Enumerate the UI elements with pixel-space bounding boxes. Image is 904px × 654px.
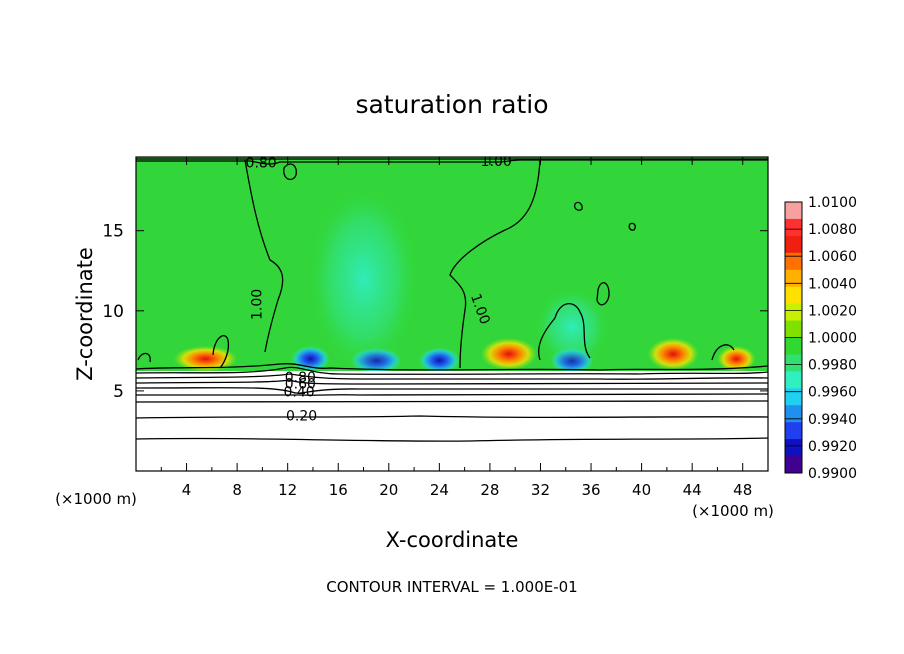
colorbar-label-9: 0.9920 xyxy=(808,439,857,455)
x-tick-label-16: 16 xyxy=(329,481,348,499)
y-unit-label: (×1000 m) xyxy=(55,490,137,508)
x-tick-label-8: 8 xyxy=(232,481,242,499)
colorbar: 1.0100 1.0080 1.0060 1.0040 1.0020 1.0000 0.99… xyxy=(784,195,857,482)
y-tick-label-5: 5 xyxy=(113,382,124,402)
plot-area: 1.001.001.000.800.600.400.200.80 xyxy=(136,154,768,471)
colorbar-swatch-1 xyxy=(785,218,802,237)
contour-1-00-middle xyxy=(449,159,541,369)
x-tick-label-4: 4 xyxy=(182,481,192,499)
contour-loop-6 xyxy=(212,335,230,369)
y-axis-label: Z-coordinate xyxy=(73,247,97,381)
contour-band-1 xyxy=(136,363,768,371)
contour-band-8 xyxy=(136,415,768,419)
contour-loop-7 xyxy=(137,352,151,363)
contour-1-00-left xyxy=(244,159,284,353)
contour-band-7 xyxy=(136,400,768,403)
contour-loop-8 xyxy=(538,317,556,361)
x-tick-label-20: 20 xyxy=(379,481,398,499)
contour-band-2 xyxy=(136,366,768,375)
x-tick-label-12: 12 xyxy=(278,481,297,499)
colorbar-swatch-15 xyxy=(785,456,802,474)
field-warm-1 xyxy=(647,338,699,371)
contour-band-6 xyxy=(136,393,768,396)
contour-label-5: 0.40 xyxy=(283,385,314,401)
contour-band-5 xyxy=(136,387,768,394)
colorbar-swatch-4 xyxy=(785,269,802,288)
plot-frame xyxy=(135,156,769,472)
colorbar-swatch-2 xyxy=(785,235,802,254)
colorbar-swatch-10 xyxy=(785,371,802,389)
x-tick-label-40: 40 xyxy=(632,481,651,499)
x-tick-label-48: 48 xyxy=(733,481,752,499)
contour-label-1: 1.00 xyxy=(481,154,512,170)
x-tick-label-36: 36 xyxy=(581,481,600,499)
contour-loop-9 xyxy=(711,344,735,361)
colorbar-swatch-12 xyxy=(785,405,802,423)
colorbar-swatch-11 xyxy=(785,388,802,406)
y-tick-label-10: 10 xyxy=(102,302,124,322)
colorbar-label-7: 0.9960 xyxy=(808,385,857,401)
colorbar-swatch-14 xyxy=(785,439,802,457)
contour-label-4: 0.60 xyxy=(285,376,316,392)
chart-title: saturation ratio xyxy=(355,90,548,119)
contour-loop-3 xyxy=(596,282,610,306)
contour-label-0: 1.00 xyxy=(249,289,265,320)
contour-interval-note: CONTOUR INTERVAL = 1.000E-01 xyxy=(326,578,577,596)
colorbar-label-10: 0.9900 xyxy=(808,466,857,482)
contour-lines xyxy=(136,158,768,442)
field-base xyxy=(136,157,768,371)
x-tick-label-44: 44 xyxy=(683,481,702,499)
colorbar-label-0: 1.0100 xyxy=(808,195,857,211)
colorbar-swatch-7 xyxy=(785,320,802,338)
colorbar-swatch-6 xyxy=(785,303,802,322)
y-axis: 5 10 15 xyxy=(102,222,768,402)
colorbar-label-3: 1.0040 xyxy=(808,276,857,292)
contour-band-9 xyxy=(136,437,768,442)
colorbar-swatch-13 xyxy=(785,422,802,440)
field-cyan-9 xyxy=(534,286,610,367)
colorbar-label-2: 1.0060 xyxy=(808,249,857,265)
field-cyan-8 xyxy=(306,182,421,375)
contour-loop-5 xyxy=(554,303,591,359)
contour-label-7: 0.80 xyxy=(246,155,277,171)
x-tick-label-24: 24 xyxy=(430,481,449,499)
contour-loop-1 xyxy=(573,201,583,211)
contour-loop-4 xyxy=(283,163,297,181)
y-tick-label-15: 15 xyxy=(102,222,124,242)
field-warm-2 xyxy=(717,346,756,372)
contour-loop-2 xyxy=(628,222,636,231)
contour-top-2 xyxy=(136,159,768,165)
contour-band-4 xyxy=(136,379,768,385)
contour-label-6: 0.20 xyxy=(286,409,317,425)
colorbar-swatch-5 xyxy=(785,286,802,305)
field-features xyxy=(173,182,756,375)
x-axis-label: X-coordinate xyxy=(386,528,519,552)
x-unit-label: (×1000 m) xyxy=(692,502,774,520)
colorbar-swatch-3 xyxy=(785,252,802,271)
lower-region xyxy=(136,371,768,471)
colorbar-swatch-0 xyxy=(785,202,802,220)
contour-label-3: 0.80 xyxy=(285,370,316,386)
field-warm-0 xyxy=(481,338,537,371)
x-tick-label-32: 32 xyxy=(531,481,550,499)
colorbar-label-5: 1.0000 xyxy=(808,331,857,347)
colorbar-label-6: 0.9980 xyxy=(808,358,857,374)
x-axis: 4 8 12 16 20 24 28 32 36 40 44 48 xyxy=(160,157,752,499)
x-tick-label-28: 28 xyxy=(480,481,499,499)
colorbar-swatch-8 xyxy=(785,337,802,355)
colorbar-label-1: 1.0080 xyxy=(808,222,857,238)
colorbar-swatch-9 xyxy=(785,354,802,372)
field-cold-6 xyxy=(419,347,460,374)
colorbar-label-4: 1.0020 xyxy=(808,303,857,319)
contour-band-3 xyxy=(136,373,768,380)
colorbar-label-8: 0.9940 xyxy=(808,412,857,428)
